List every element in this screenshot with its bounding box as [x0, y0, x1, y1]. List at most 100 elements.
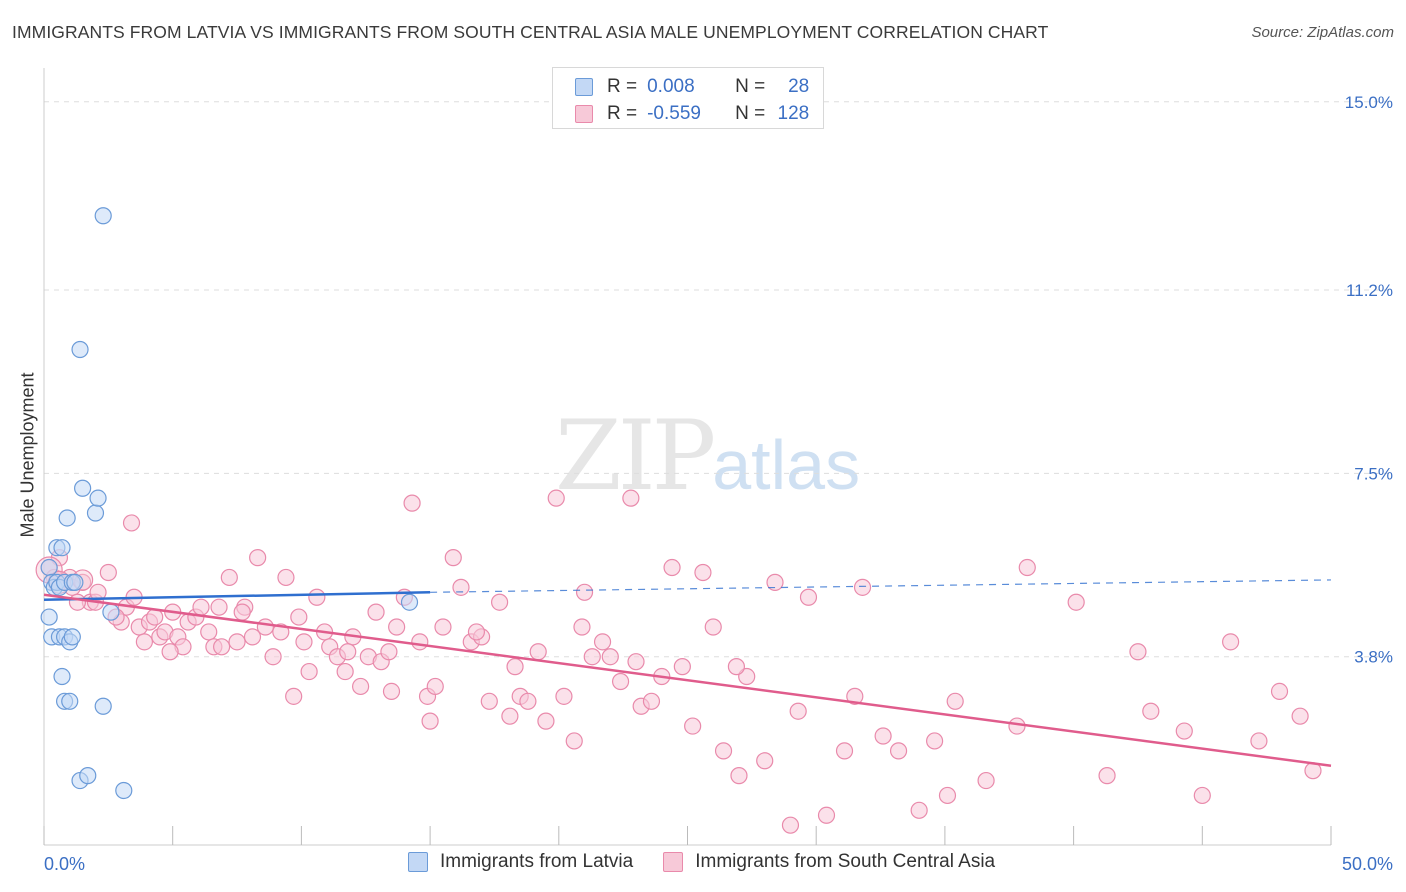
data-point-south-central-asia — [210, 598, 228, 616]
data-point-south-central-asia — [1175, 722, 1193, 740]
trendline-latvia — [43, 591, 431, 601]
data-point-south-central-asia — [622, 489, 640, 507]
data-point-south-central-asia — [926, 732, 944, 750]
data-point-south-central-asia — [99, 563, 117, 582]
data-point-south-central-asia — [243, 628, 262, 646]
correlation-legend: R = 0.008 N = 28 R = -0.559 N = 128 — [552, 67, 824, 129]
data-point-south-central-asia — [467, 623, 486, 641]
data-point-south-central-asia — [264, 648, 282, 666]
y-tick-label: 15.0% — [1345, 93, 1393, 112]
data-point-south-central-asia — [300, 662, 318, 681]
data-point-south-central-asia — [411, 633, 429, 651]
data-point-south-central-asia — [565, 732, 583, 750]
data-point-south-central-asia — [1008, 717, 1026, 735]
data-point-south-central-asia — [714, 742, 733, 760]
legend-n-value: 128 — [777, 103, 810, 124]
data-point-south-central-asia — [339, 643, 357, 661]
data-point-south-central-asia — [382, 682, 401, 701]
data-point-south-central-asia — [1018, 558, 1036, 577]
points-south-central-asia — [35, 489, 1322, 834]
data-point-south-central-asia — [367, 603, 385, 621]
data-point-south-central-asia — [444, 549, 462, 567]
series-legend: Immigrants from Latvia Immigrants from S… — [408, 851, 1025, 873]
data-point-south-central-asia — [200, 623, 218, 641]
trendline-south-central-asia — [43, 593, 1332, 767]
data-point-south-central-asia — [220, 568, 238, 587]
data-point-south-central-asia — [1291, 707, 1309, 725]
legend-item-latvia[interactable]: Immigrants from Latvia — [408, 851, 633, 873]
data-point-south-central-asia — [799, 588, 818, 606]
data-point-south-central-asia — [555, 687, 573, 705]
data-point-south-central-asia — [434, 618, 452, 636]
tick-label-layer: 3.8% 7.5% 11.2% 15.0% 0.0% 50.0% — [44, 93, 1393, 874]
data-point-south-central-asia — [642, 692, 661, 710]
data-point-south-central-asia — [817, 806, 836, 824]
points-latvia — [40, 207, 419, 800]
data-point-south-central-asia — [756, 752, 774, 770]
legend-item-label: Immigrants from Latvia — [440, 851, 634, 872]
legend-swatch-latvia — [408, 852, 428, 872]
axis-layer — [43, 68, 1332, 846]
data-point-south-central-asia — [684, 717, 702, 735]
legend-item-south-central-asia[interactable]: Immigrants from South Central Asia — [663, 851, 995, 873]
data-point-latvia — [53, 667, 71, 686]
data-point-south-central-asia — [501, 707, 519, 725]
data-point-south-central-asia — [490, 593, 509, 611]
data-point-south-central-asia — [694, 563, 712, 582]
data-point-south-central-asia — [1250, 732, 1268, 750]
legend-row-latvia: R = 0.008 N = 28 — [575, 75, 809, 99]
data-point-south-central-asia — [910, 801, 928, 819]
data-point-south-central-asia — [537, 712, 555, 730]
data-point-south-central-asia — [835, 742, 854, 760]
data-point-south-central-asia — [1098, 767, 1116, 785]
data-point-latvia — [63, 628, 81, 646]
data-point-south-central-asia — [1222, 633, 1240, 651]
data-point-latvia — [102, 603, 120, 621]
legend-swatch-latvia — [575, 78, 593, 96]
data-point-south-central-asia — [192, 598, 210, 616]
legend-r-value: -0.559 — [647, 103, 701, 124]
data-point-south-central-asia — [1193, 786, 1211, 805]
data-point-south-central-asia — [380, 643, 398, 661]
data-point-south-central-asia — [766, 573, 784, 591]
data-point-south-central-asia — [1142, 702, 1160, 720]
data-point-latvia — [61, 692, 79, 710]
data-point-south-central-asia — [233, 603, 251, 621]
y-tick-label: 7.5% — [1354, 464, 1393, 483]
legend-n-label: N = — [735, 76, 766, 97]
data-point-south-central-asia — [529, 643, 547, 661]
data-point-latvia — [94, 697, 112, 715]
data-point-south-central-asia — [285, 687, 303, 705]
trend-layer — [43, 579, 1332, 767]
data-point-latvia — [71, 340, 89, 359]
data-point-latvia — [74, 479, 92, 497]
data-point-south-central-asia — [781, 816, 800, 834]
y-tick-label: 3.8% — [1354, 648, 1393, 667]
data-point-south-central-asia — [421, 712, 439, 730]
data-point-south-central-asia — [228, 633, 246, 651]
data-point-south-central-asia — [673, 658, 691, 676]
data-point-south-central-asia — [519, 692, 537, 710]
data-point-south-central-asia — [68, 593, 87, 611]
y-axis-label: Male Unemployment — [17, 372, 38, 538]
data-point-latvia — [79, 767, 97, 785]
data-point-south-central-asia — [575, 583, 594, 601]
y-tick-label: 11.2% — [1346, 281, 1393, 300]
data-point-south-central-asia — [161, 643, 179, 661]
legend-r-label: R = — [607, 103, 638, 124]
source-label: Source: ZipAtlas.com — [1251, 24, 1394, 41]
data-point-latvia — [66, 573, 84, 591]
legend-swatch-south-central-asia — [575, 105, 593, 123]
data-point-south-central-asia — [573, 618, 591, 636]
data-point-south-central-asia — [295, 633, 313, 651]
data-point-south-central-asia — [874, 727, 892, 745]
x-tick-label: 0.0% — [44, 854, 85, 874]
data-point-latvia — [400, 593, 419, 611]
grid-layer — [44, 101, 1392, 658]
data-point-south-central-asia — [601, 648, 619, 666]
legend-r-label: R = — [607, 76, 638, 97]
data-point-south-central-asia — [889, 742, 908, 760]
data-point-latvia — [53, 539, 71, 557]
data-point-south-central-asia — [277, 568, 295, 587]
